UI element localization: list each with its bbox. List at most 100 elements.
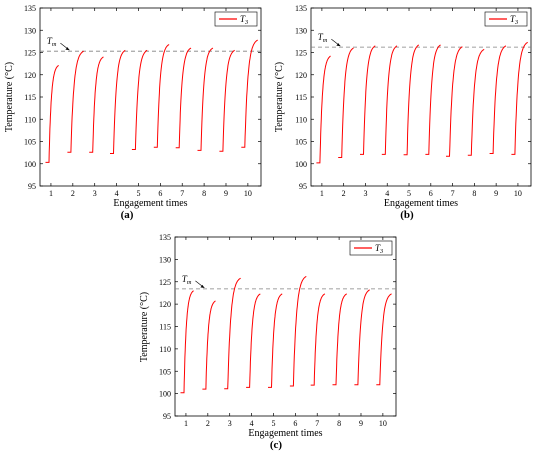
x-tick-label: 6 xyxy=(293,419,297,428)
x-tick-label: 3 xyxy=(93,189,97,198)
y-tick-label: 120 xyxy=(24,71,36,80)
x-tick-label: 8 xyxy=(472,189,476,198)
x-tick-label: 7 xyxy=(451,189,455,198)
y-tick-label: 115 xyxy=(24,93,36,102)
series-curve-cycle-8 xyxy=(332,293,348,386)
series-curve-cycle-9 xyxy=(489,45,507,154)
y-tick-label: 135 xyxy=(295,4,307,13)
y-tick-label: 110 xyxy=(24,115,36,124)
series-curve-cycle-2 xyxy=(67,50,84,153)
series-curve-cycle-1 xyxy=(316,55,331,164)
y-tick-label: 95 xyxy=(28,182,36,191)
x-tick-label: 8 xyxy=(202,189,206,198)
legend-label: T3 xyxy=(510,14,518,26)
y-tick-label: 125 xyxy=(159,278,171,287)
reference-line-label: Tm xyxy=(47,36,57,48)
x-axis-label: Engagement times xyxy=(113,198,187,209)
x-tick-label: 1 xyxy=(320,189,324,198)
y-tick-label: 120 xyxy=(159,300,171,309)
y-tick-label: 105 xyxy=(159,367,171,376)
series-curve-cycle-4 xyxy=(110,49,126,154)
x-tick-label: 4 xyxy=(250,419,254,428)
y-tick-label: 130 xyxy=(159,255,171,264)
x-tick-label: 9 xyxy=(224,189,228,198)
y-tick-label: 105 xyxy=(295,138,307,147)
reference-line-label: Tm xyxy=(318,32,328,44)
y-tick-label: 115 xyxy=(159,323,171,332)
y-tick-label: 120 xyxy=(295,71,307,80)
series-curve-cycle-6 xyxy=(425,44,441,155)
y-axis-label: Temperature (°C) xyxy=(4,62,15,132)
reference-arrowhead xyxy=(200,284,205,288)
series-curve-cycle-6 xyxy=(153,44,170,148)
chart-panel-a: 95 100 105 110 115 120 125 130 135 1 2 3 4 5 6 7 8 9 10 Eng… xyxy=(4,4,262,221)
legend-label: T3 xyxy=(375,243,383,255)
y-tick-label: 125 xyxy=(295,49,307,58)
y-tick-label: 130 xyxy=(295,26,307,35)
x-axis-label: Engagement times xyxy=(248,428,322,439)
x-tick-label: 3 xyxy=(363,189,367,198)
panel-label: (a) xyxy=(121,209,134,221)
series-curve-cycle-10 xyxy=(511,41,528,155)
reference-arrowhead xyxy=(65,47,70,51)
x-tick-label: 5 xyxy=(136,189,140,198)
series-curve-cycle-8 xyxy=(467,48,485,156)
series-curve-cycle-9 xyxy=(354,289,370,386)
x-tick-label: 9 xyxy=(359,419,363,428)
legend: T3 xyxy=(214,11,258,27)
chart-panel-b: 95 100 105 110 115 120 125 130 135 1 2 3 4 5 6 7 8 9 10 Eng… xyxy=(274,4,532,221)
y-tick-label: 100 xyxy=(24,160,36,169)
series-curve-cycle-3 xyxy=(360,45,376,155)
y-tick-label: 105 xyxy=(24,138,36,147)
x-tick-label: 4 xyxy=(115,189,119,198)
series-curve-cycle-10 xyxy=(241,39,258,148)
series-curve-cycle-2 xyxy=(338,47,354,158)
reference-arrowhead xyxy=(336,43,341,47)
y-tick-label: 125 xyxy=(24,49,36,58)
y-tick-label: 115 xyxy=(295,93,307,102)
legend: T3 xyxy=(349,240,393,256)
x-tick-label: 3 xyxy=(228,419,232,428)
x-tick-label: 5 xyxy=(407,189,411,198)
y-tick-label: 95 xyxy=(163,412,171,421)
y-tick-label: 110 xyxy=(295,115,307,124)
y-axis-label: Temperature (°C) xyxy=(274,62,285,132)
x-tick-label: 6 xyxy=(158,189,162,198)
legend: T3 xyxy=(484,11,528,27)
series-curve-cycle-9 xyxy=(219,49,235,152)
series-curve-cycle-10 xyxy=(376,293,392,386)
x-tick-label: 2 xyxy=(206,419,210,428)
series-curve-cycle-5 xyxy=(268,293,283,388)
y-tick-label: 100 xyxy=(295,160,307,169)
series-curve-cycle-4 xyxy=(381,45,398,155)
panel-label: (b) xyxy=(400,209,414,221)
x-tick-label: 2 xyxy=(71,189,75,198)
series-curve-cycle-5 xyxy=(403,44,420,156)
series-curve-cycle-1 xyxy=(180,290,194,394)
x-tick-label: 9 xyxy=(494,189,498,198)
y-tick-label: 130 xyxy=(24,26,36,35)
series-curve-cycle-7 xyxy=(446,46,463,157)
x-axis-label: Engagement times xyxy=(384,198,458,209)
series-curve-cycle-8 xyxy=(197,47,214,151)
legend-label: T3 xyxy=(240,14,248,26)
reference-line-label: Tm xyxy=(182,274,192,286)
series-curve-cycle-4 xyxy=(246,293,261,388)
x-tick-label: 4 xyxy=(385,189,389,198)
y-tick-label: 135 xyxy=(24,4,36,13)
x-tick-label: 2 xyxy=(342,189,346,198)
x-tick-label: 8 xyxy=(337,419,341,428)
x-tick-label: 5 xyxy=(271,419,275,428)
x-tick-label: 7 xyxy=(315,419,319,428)
y-tick-label: 95 xyxy=(299,182,307,191)
y-tick-label: 100 xyxy=(159,390,171,399)
series-curve-cycle-6 xyxy=(289,275,307,387)
series-curve-cycle-3 xyxy=(89,56,104,153)
series-curve-cycle-3 xyxy=(224,277,241,390)
x-tick-label: 10 xyxy=(244,189,252,198)
x-tick-label: 10 xyxy=(514,189,522,198)
y-axis-label: Temperature (°C) xyxy=(139,292,150,362)
x-tick-label: 1 xyxy=(49,189,53,198)
x-tick-label: 6 xyxy=(429,189,433,198)
